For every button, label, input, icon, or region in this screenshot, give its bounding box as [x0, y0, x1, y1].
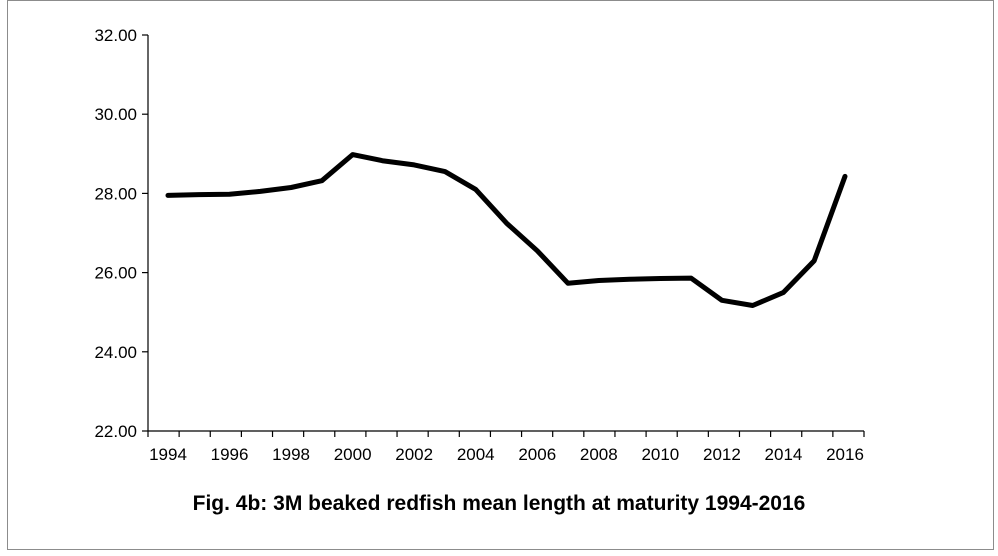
- x-tick-label: 1996: [211, 445, 249, 464]
- data-point: [721, 299, 723, 302]
- x-tick-label: 2006: [518, 445, 556, 464]
- data-point: [751, 304, 754, 307]
- x-tick-label: 2010: [641, 445, 679, 464]
- data-point: [659, 277, 662, 280]
- data-point: [413, 164, 416, 166]
- x-tick-label: 1994: [149, 445, 187, 464]
- data-point: [567, 282, 569, 285]
- series-layer: [165, 152, 848, 308]
- x-tick-label: 2012: [703, 445, 741, 464]
- x-tick-label: 2008: [580, 445, 618, 464]
- data-point: [351, 153, 354, 156]
- data-point: [321, 179, 323, 182]
- data-point: [505, 222, 508, 224]
- y-axis: 22.00 24.00 26.00 28.00 30.00 32.00: [94, 26, 149, 441]
- data-point: [474, 188, 477, 191]
- data-point: [844, 175, 846, 178]
- x-tick-label: 2000: [334, 445, 372, 464]
- y-tick-label: 22.00: [94, 422, 137, 441]
- data-point: [382, 160, 385, 162]
- data-point: [813, 259, 815, 262]
- data-point: [598, 279, 600, 282]
- data-point: [167, 194, 169, 197]
- y-tick-label: 30.00: [94, 105, 137, 124]
- data-point: [198, 193, 200, 196]
- data-point: [690, 277, 692, 279]
- y-tick-label: 24.00: [94, 343, 137, 362]
- chart-title: Fig. 4b: 3M beaked redfish mean length a…: [192, 492, 806, 515]
- x-tick-label: 2004: [457, 445, 495, 464]
- x-tick-label: 2016: [826, 445, 864, 464]
- x-tick-label: 2002: [395, 445, 433, 464]
- y-tick-label: 32.00: [94, 26, 137, 45]
- data-point: [628, 278, 631, 281]
- y-tick-label: 28.00: [94, 184, 137, 203]
- data-point: [259, 190, 262, 193]
- data-point: [228, 193, 231, 195]
- y-tick-label: 26.00: [94, 264, 137, 283]
- x-axis: 1994 1996 1998 2000 2002 2004 2006 2008 2010 2012…: [147, 430, 865, 464]
- series-line: [165, 152, 848, 308]
- data-point: [782, 291, 785, 294]
- data-point: [536, 250, 539, 252]
- data-point: [444, 170, 446, 173]
- x-tick-label: 1998: [272, 445, 310, 464]
- x-tick-label: 2014: [765, 445, 803, 464]
- data-point: [290, 186, 292, 189]
- chart-frame: [7, 0, 994, 550]
